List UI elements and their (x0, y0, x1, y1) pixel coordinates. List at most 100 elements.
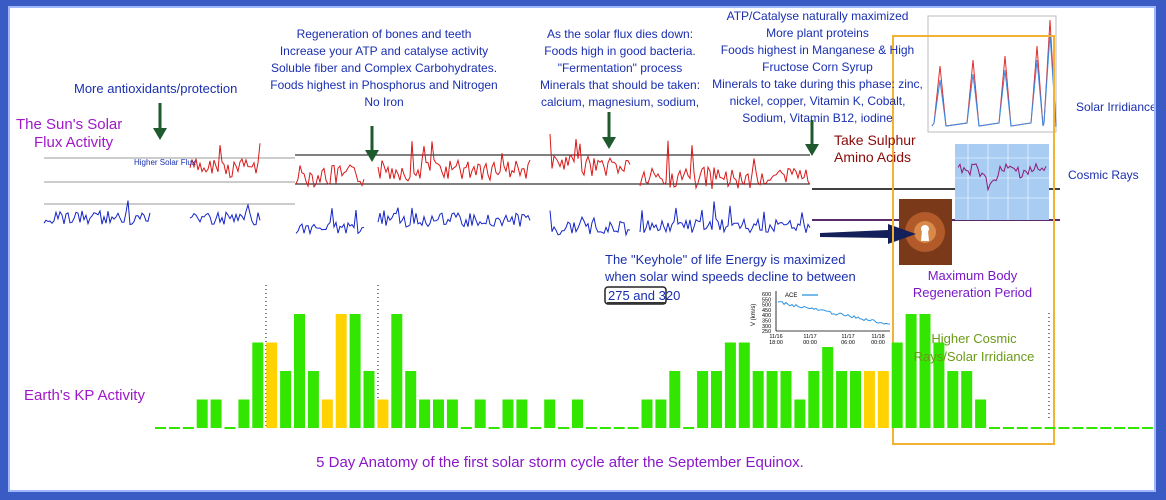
ace-xtick-label: 11/17 (841, 334, 854, 340)
solar-flux-label: The Sun's Solar Flux Activity (16, 116, 123, 151)
ace-ytick-label: 500 (762, 303, 771, 309)
ace-ylabel: V (km/s) (751, 304, 757, 326)
kp-bar (836, 371, 848, 428)
flux-trace-segment (295, 208, 365, 236)
kp-bar (280, 371, 292, 428)
solar-irridiance-label: Solar Irridiance (1076, 100, 1156, 114)
kp-bar (349, 314, 361, 428)
kp-bar (321, 399, 333, 428)
higher-cosmic-note: Higher Cosmic Rays/Solar Irridiance (913, 331, 1035, 364)
ace-xtick-label: 00:00 (803, 340, 817, 346)
kp-bar (724, 342, 736, 428)
kp-bar (419, 399, 431, 428)
ace-xtick-label: 11/18 (871, 334, 884, 340)
kp-bar (711, 371, 722, 428)
ace-xtick-label: 06:00 (841, 340, 855, 346)
caption: 5 Day Anatomy of the first solar storm c… (316, 454, 804, 471)
ace-xtick-label: 00:00 (871, 340, 885, 346)
cosmic-rays-label: Cosmic Rays (1068, 168, 1139, 182)
kp-bar (947, 371, 959, 428)
down-arrow-icon (365, 126, 379, 162)
solar-irridiance-chart (927, 15, 1057, 133)
kp-bar (210, 399, 222, 428)
kp-bar (850, 371, 861, 428)
kp-bar (363, 371, 375, 428)
kp-bar (808, 371, 820, 428)
flux-trace-segment (189, 202, 261, 226)
kp-bar (433, 399, 444, 428)
earth-kp-label: Earth's KP Activity (24, 387, 145, 404)
ace-legend: ACE (785, 293, 797, 299)
ace-ytick-label: 250 (762, 329, 771, 335)
kp-bar (766, 371, 778, 428)
ace-ytick-label: 350 (762, 319, 771, 325)
kp-bar (307, 371, 319, 428)
kp-bar (877, 371, 889, 428)
ace-ytick-label: 300 (762, 324, 771, 330)
down-arrows (153, 103, 819, 162)
infographic-panel: 600 550 500 450 400 350 300 250 V (km/s) ACE 11… (8, 6, 1156, 492)
kp-bar (975, 399, 987, 428)
flux-trace-segment (549, 210, 631, 237)
antioxidants-note: More antioxidants/protection (74, 81, 238, 96)
ace-ytick-label: 450 (762, 308, 771, 314)
kp-bar (238, 399, 250, 428)
flux-trace-segment (639, 140, 811, 190)
keyhole-note: The "Keyhole" of life Energy is maximize… (605, 252, 856, 284)
kp-bar (863, 371, 875, 428)
kp-bar (446, 399, 458, 428)
kp-bar (544, 399, 556, 428)
kp-bar (294, 314, 305, 428)
higher-solar-flux-label: Higher Solar Flux (134, 158, 196, 167)
down-arrow-icon (805, 120, 819, 156)
kp-bar (474, 399, 486, 428)
ace-xtick-label: 11/17 (803, 334, 816, 340)
atp-max-note: ATP/Catalyse naturally maximized More pla… (712, 9, 923, 125)
flux-trace-segment (43, 200, 151, 226)
kp-bar (405, 371, 417, 428)
cosmic-rays-chart (955, 144, 1049, 220)
kp-bar (891, 342, 903, 428)
kp-bar (738, 342, 750, 428)
kp-bar (502, 399, 514, 428)
kp-bar (572, 399, 583, 428)
kp-bar (516, 399, 528, 428)
keyhole-range: 275 and 320 (608, 288, 681, 303)
kp-bar (669, 371, 681, 428)
kp-bar (377, 399, 389, 428)
flux-trace-segment (377, 141, 531, 183)
flux-trace-segment (377, 207, 531, 228)
ace-ytick-label: 400 (762, 313, 771, 319)
sulphur-note: Take Sulphur Amino Acids (834, 132, 916, 165)
kp-bar (794, 399, 806, 428)
kp-bar (697, 371, 709, 428)
keyhole-icon (899, 199, 952, 265)
max-regeneration-note: Maximum Body Regeneration Period (912, 268, 1033, 300)
ace-ytick-label: 550 (762, 297, 771, 303)
regeneration-note: Regeneration of bones and teeth Increase … (270, 27, 498, 109)
down-arrow-icon (153, 103, 167, 140)
kp-bar (752, 371, 764, 428)
kp-bar (933, 342, 945, 428)
kp-bar (266, 342, 278, 428)
kp-bar (196, 399, 208, 428)
flux-trace-segment (295, 164, 365, 189)
flux-trace-segment (639, 201, 811, 234)
kp-bar (919, 314, 931, 428)
kp-bar (961, 371, 973, 428)
ace-ytick-label: 600 (762, 292, 771, 298)
kp-bar (822, 342, 834, 428)
solar-flux-red-trace (189, 133, 811, 190)
kp-bar (641, 399, 653, 428)
regeneration-window-frame (892, 35, 1055, 445)
solar-flux-blue-trace (43, 200, 811, 237)
kp-bar (905, 314, 917, 428)
kp-bar (335, 314, 347, 428)
irridiance-trace (931, 33, 1057, 127)
kp-bar-chart (155, 314, 1153, 429)
flux-dies-note: As the solar flux dies down: Foods high i… (539, 27, 701, 109)
kp-bar (780, 371, 792, 428)
